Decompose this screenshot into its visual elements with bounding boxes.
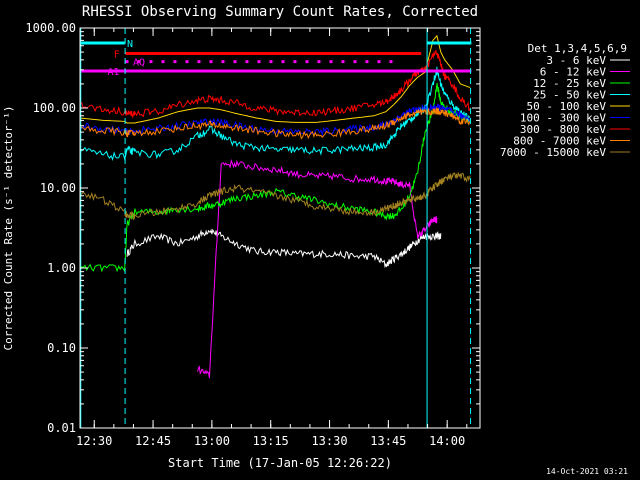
x-tick-label-1: 12:30 xyxy=(76,434,112,448)
flag-label-f: F xyxy=(114,50,120,61)
y-tick-label-3: 10.00 xyxy=(40,181,76,195)
series-line-4 xyxy=(80,66,471,162)
y-tick-label-5: 0.10 xyxy=(47,341,76,355)
y-tick-label-6: 0.01 xyxy=(47,421,76,435)
legend-title: Det 1,3,4,5,6,9 xyxy=(528,42,627,55)
legend-label-5: 50 - 100 keV xyxy=(527,100,607,113)
chart-title: RHESSI Observing Summary Count Rates, Co… xyxy=(82,4,478,20)
legend-label-6: 100 - 300 keV xyxy=(520,112,606,125)
y-tick-label-4: 1.00 xyxy=(47,261,76,275)
footer-date: 14-Oct-2021 03:21 xyxy=(546,467,628,476)
x-tick-label-2: 12:45 xyxy=(135,434,171,448)
plot-frame xyxy=(79,27,481,429)
flag-label-aq: AQ xyxy=(133,58,145,69)
legend-label-8: 800 - 7000 keV xyxy=(513,135,606,148)
x-tick-label-5: 13:30 xyxy=(311,434,347,448)
legend-label-4: 25 - 50 keV xyxy=(533,89,606,102)
series-line-9 xyxy=(80,171,471,221)
legend-label-9: 7000 - 15000 keV xyxy=(500,146,606,159)
legend-label-7: 300 - 800 keV xyxy=(520,123,606,136)
legend-label-3: 12 - 25 keV xyxy=(533,77,606,90)
series-line-1 xyxy=(126,228,442,269)
y-tick-label-2: 100.00 xyxy=(33,101,76,115)
y-axis-label: Corrected Count Rate (s⁻¹ detector⁻¹) xyxy=(2,105,15,350)
series-line-7 xyxy=(80,50,471,119)
series-line-2 xyxy=(197,158,438,379)
flag-label-a1: A1 xyxy=(107,67,119,78)
x-tick-label-3: 13:00 xyxy=(194,434,230,448)
series-line-8 xyxy=(80,107,471,140)
flag-label-n: N xyxy=(127,39,133,50)
x-tick-label-4: 13:15 xyxy=(253,434,289,448)
x-tick-label-6: 13:45 xyxy=(370,434,406,448)
plot-area: NF AQ A1 xyxy=(80,28,472,428)
legend-label-2: 6 - 12 keV xyxy=(540,66,607,79)
series-line-5 xyxy=(80,34,471,124)
x-tick-label-7: 14:00 xyxy=(429,434,465,448)
x-axis-label: Start Time (17-Jan-05 12:26:22) xyxy=(168,456,392,470)
legend-label-1: 3 - 6 keV xyxy=(546,54,606,67)
series-line-6 xyxy=(80,103,471,137)
y-tick-label-1: 1000.00 xyxy=(25,21,76,35)
